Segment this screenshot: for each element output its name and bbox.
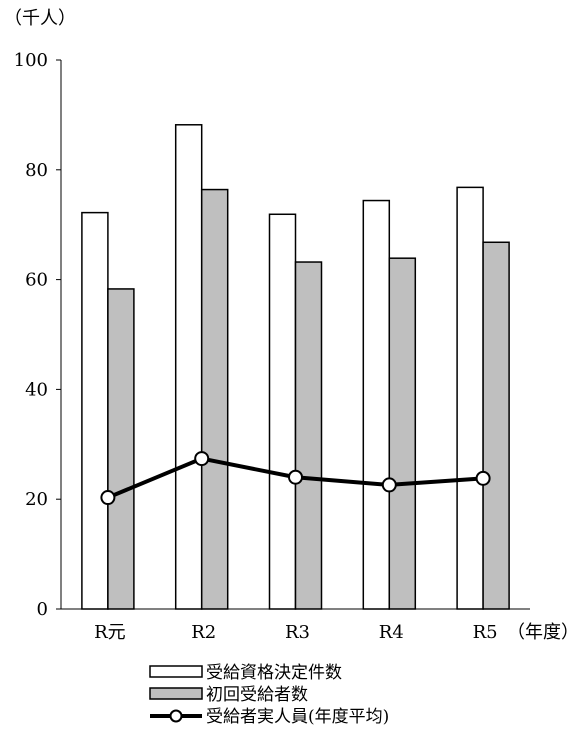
y-tick-label: 100 xyxy=(14,50,48,71)
legend-swatch xyxy=(149,687,203,700)
legend-marker xyxy=(169,709,183,723)
bars xyxy=(81,124,510,610)
bar-first-recipients xyxy=(107,288,135,610)
y-tick-label: 40 xyxy=(25,379,48,400)
x-tick-label: R元 xyxy=(94,622,126,643)
bar-decisions xyxy=(81,211,109,610)
bar-first-recipients xyxy=(294,261,323,610)
y-tick-label: 0 xyxy=(37,599,48,620)
bar-first-recipients xyxy=(200,188,229,610)
line-marker xyxy=(288,469,303,485)
legend-label: 受給者実人員(年度平均) xyxy=(206,707,389,727)
bar-first-recipients xyxy=(482,241,510,610)
line-marker xyxy=(381,477,397,493)
legend-swatch xyxy=(149,665,203,678)
bar-decisions xyxy=(362,199,391,610)
bar-decisions xyxy=(456,186,484,610)
bar-decisions xyxy=(174,124,203,610)
y-tick-label: 80 xyxy=(25,160,48,181)
line-series xyxy=(100,451,491,506)
line-marker xyxy=(100,490,116,506)
y-tick-label: 60 xyxy=(25,270,48,291)
x-tick-label: R5 xyxy=(473,622,498,643)
legend-label: 受給資格決定件数 xyxy=(206,663,342,683)
y-unit-label: （千人） xyxy=(4,8,76,29)
line-marker xyxy=(475,470,491,486)
bar-decisions xyxy=(268,213,297,610)
x-axis: R元 R2 R3 R4 R5 xyxy=(61,608,530,643)
x-unit-label: （年度） xyxy=(507,622,579,643)
x-tick-label: R4 xyxy=(379,622,404,643)
bar-first-recipients xyxy=(388,257,417,610)
x-tick-label: R3 xyxy=(285,622,310,643)
x-tick-label: R2 xyxy=(191,622,216,643)
legend-label: 初回受給者数 xyxy=(206,685,308,705)
y-tick-label: 20 xyxy=(25,489,48,510)
line-marker xyxy=(194,451,210,467)
y-axis: 0 20 40 60 80 100 xyxy=(14,50,62,620)
